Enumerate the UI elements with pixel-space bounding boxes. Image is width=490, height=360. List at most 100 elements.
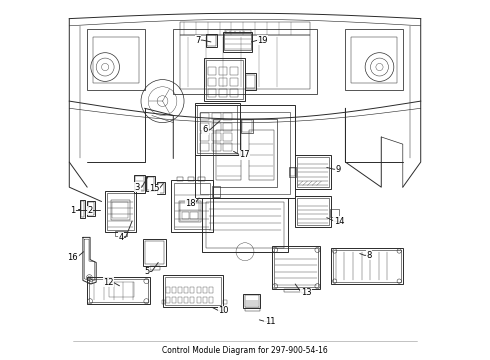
Bar bbox=[207, 35, 216, 46]
Bar bbox=[147, 177, 154, 190]
Bar bbox=[200, 113, 209, 121]
Bar bbox=[285, 289, 300, 292]
Bar bbox=[209, 297, 213, 303]
Bar bbox=[107, 193, 134, 230]
Bar bbox=[203, 287, 207, 293]
Bar bbox=[109, 282, 134, 297]
Text: 2: 2 bbox=[87, 206, 93, 215]
Bar bbox=[200, 123, 209, 131]
Bar bbox=[87, 30, 145, 90]
Bar bbox=[134, 175, 145, 193]
Bar bbox=[158, 183, 164, 193]
Bar bbox=[188, 177, 194, 181]
Bar bbox=[172, 287, 176, 293]
Bar bbox=[205, 34, 217, 47]
Text: 7: 7 bbox=[196, 36, 201, 45]
Bar bbox=[351, 37, 397, 83]
Bar bbox=[297, 198, 329, 225]
Bar bbox=[184, 287, 188, 293]
Bar bbox=[115, 231, 126, 235]
Bar bbox=[202, 198, 288, 252]
Bar bbox=[224, 33, 251, 50]
Bar bbox=[87, 201, 95, 216]
Bar bbox=[81, 201, 84, 217]
Bar bbox=[230, 89, 238, 97]
Bar bbox=[178, 297, 182, 303]
Bar bbox=[213, 119, 277, 187]
Bar bbox=[145, 241, 164, 264]
Bar bbox=[177, 177, 183, 181]
Bar bbox=[196, 287, 200, 293]
Bar bbox=[245, 295, 259, 307]
Bar bbox=[200, 112, 290, 194]
Bar bbox=[208, 78, 216, 86]
Bar bbox=[225, 31, 251, 33]
Bar bbox=[290, 168, 295, 176]
Bar bbox=[89, 279, 148, 302]
Bar bbox=[166, 287, 170, 293]
Text: 5: 5 bbox=[145, 267, 150, 276]
Bar bbox=[180, 22, 310, 35]
Bar bbox=[223, 32, 252, 51]
Bar bbox=[219, 89, 227, 97]
Bar bbox=[147, 176, 155, 192]
Bar bbox=[295, 196, 331, 226]
Bar bbox=[191, 297, 195, 303]
Text: 18: 18 bbox=[185, 199, 196, 208]
Bar bbox=[212, 123, 220, 131]
Bar bbox=[198, 177, 205, 181]
Bar bbox=[200, 143, 209, 150]
Bar bbox=[174, 183, 210, 229]
Bar bbox=[179, 201, 200, 222]
Bar bbox=[173, 30, 317, 94]
Bar bbox=[230, 67, 238, 75]
Bar bbox=[345, 30, 403, 90]
Bar bbox=[245, 73, 256, 90]
Bar bbox=[182, 212, 189, 220]
Bar bbox=[197, 105, 238, 153]
Bar bbox=[105, 191, 136, 232]
Bar bbox=[333, 250, 401, 282]
Bar bbox=[87, 277, 150, 304]
Bar bbox=[180, 202, 199, 221]
Bar bbox=[212, 113, 220, 121]
Bar bbox=[208, 89, 216, 97]
Bar bbox=[216, 130, 242, 180]
Bar bbox=[88, 202, 94, 215]
Bar bbox=[166, 297, 170, 303]
Text: 3: 3 bbox=[135, 183, 140, 192]
Bar bbox=[172, 297, 176, 303]
Bar bbox=[230, 78, 238, 86]
Bar bbox=[272, 246, 320, 289]
Bar bbox=[178, 287, 182, 293]
Text: 4: 4 bbox=[119, 233, 124, 242]
Bar bbox=[223, 134, 232, 140]
Bar bbox=[93, 37, 139, 83]
Bar bbox=[143, 239, 166, 266]
Text: 14: 14 bbox=[334, 217, 344, 226]
Bar bbox=[219, 78, 227, 86]
Text: 19: 19 bbox=[257, 36, 268, 45]
Bar bbox=[246, 75, 255, 88]
Bar bbox=[209, 287, 213, 293]
Bar bbox=[150, 266, 160, 270]
Bar bbox=[274, 248, 318, 287]
Bar bbox=[248, 130, 274, 180]
Bar bbox=[245, 308, 260, 311]
Bar bbox=[223, 143, 232, 150]
Bar bbox=[172, 180, 213, 232]
Bar bbox=[241, 119, 253, 134]
Bar bbox=[162, 300, 165, 305]
Bar bbox=[219, 67, 227, 75]
Bar bbox=[80, 200, 85, 218]
Bar bbox=[180, 35, 310, 89]
Bar bbox=[223, 113, 232, 121]
Bar bbox=[191, 212, 197, 220]
Bar bbox=[223, 123, 232, 131]
Bar bbox=[289, 167, 296, 177]
Bar bbox=[157, 182, 165, 194]
Bar bbox=[112, 202, 128, 219]
Bar bbox=[196, 297, 200, 303]
Text: 15: 15 bbox=[149, 184, 160, 193]
Bar bbox=[206, 202, 284, 248]
